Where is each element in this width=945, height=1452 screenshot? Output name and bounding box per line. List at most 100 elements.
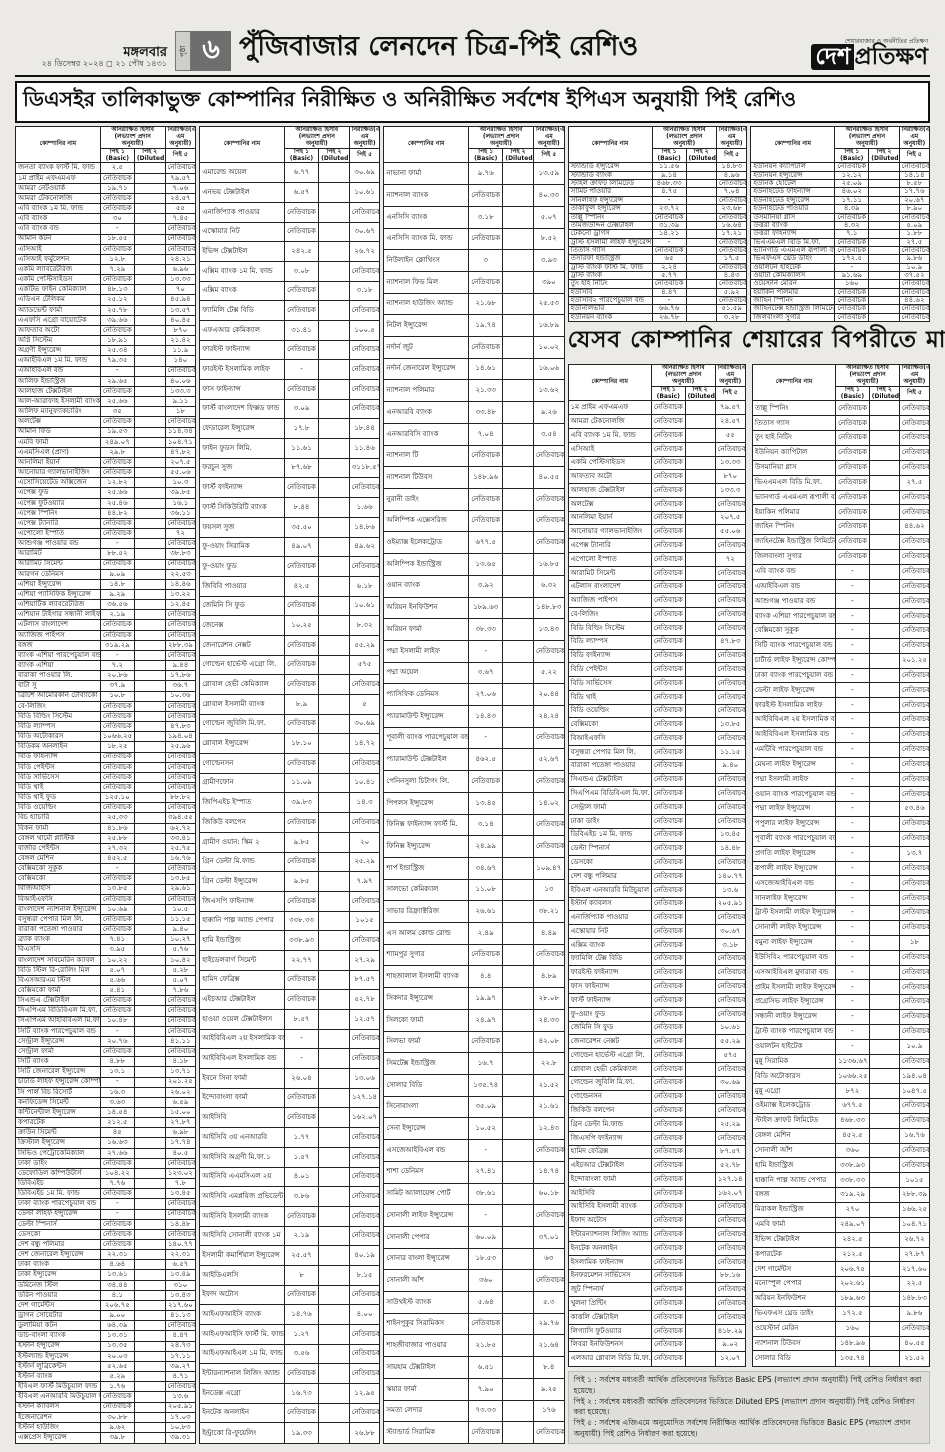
pe5-value-cell: নেতিবাচক <box>714 620 746 636</box>
table-row: সোনালী আঁশ ৩৬০ নেতিবাচক <box>751 1142 931 1159</box>
pe5-value-cell: ২১.৫২ <box>532 1073 565 1097</box>
pe2-value-cell <box>684 827 716 843</box>
pe2-value-cell <box>133 1381 166 1393</box>
table-row: ইউনিয়ন ক্যাপিটাল নেতিবাচক নেতিবাচক <box>750 162 931 172</box>
company-name-cell: পূবালী ব্যাংক পারপেচুয়াল বন্ড <box>751 830 837 847</box>
table-row: এশিয়া প্যাসিফিক ইন্স্যুরেন্স ৯.২৯ ১৩.২২ <box>15 589 197 601</box>
pe5-value-cell: ১৩.৪৫ <box>164 1188 197 1200</box>
company-name-cell: মনোস্পুল পেপার <box>751 1276 837 1293</box>
pe5-value-cell: ২৬.৭২ <box>348 241 381 262</box>
pe2-value-cell <box>133 1147 166 1159</box>
table-row: বেঙ্গল মেশিন ৪৫২.৫ ১৬.৭৬ <box>15 853 197 865</box>
pe5-value-cell: ৫৭৫ <box>714 1048 746 1063</box>
pe1-value-cell: ৭.০৪ <box>468 422 504 446</box>
company-name-cell: সেন্ট্রাল ফার্মা <box>567 800 652 815</box>
margin-loan-section-title: যেসব কোম্পানির শেয়ারের বিপরীতে মার্জিন … <box>567 327 945 353</box>
pe5-value-cell: ১৬.৬৪ <box>715 220 748 231</box>
pe5-value-cell: ১৬.০৬ <box>532 357 565 381</box>
company-name-cell: বঙ্গজ <box>751 1187 837 1204</box>
pe1-value-cell: নেতিবাচক <box>99 924 135 936</box>
company-name-cell: অলটেক্স <box>15 416 101 428</box>
company-name-cell: ফ্যামিলি টেক্স বিডি <box>567 951 652 967</box>
pe5-value-cell: ১৪৮.৮৩ <box>532 596 565 620</box>
pe2-value-cell <box>502 1377 534 1401</box>
company-name-cell: কনফিডেন্স সিমেন্ট <box>15 1096 101 1108</box>
pe5-value-cell: নেতিবাচক <box>714 662 746 678</box>
pe2-header: পিই ২ (Diluted) <box>685 147 717 164</box>
pe2-value-cell <box>318 438 350 459</box>
table-row: ডিবিএইচ ১ম মি. ফান্ড নেতিবাচক ১৩.৪৫ <box>15 1188 197 1200</box>
pe1-value-cell: নেতিবাচক <box>834 245 870 256</box>
company-name-cell: প্যারামাউন্ট ইন্স্যুরেন্স <box>383 705 470 728</box>
table-row: বিকন ফার্মা ৪১.৮৬ ৬২.৭২ <box>15 822 197 834</box>
pe2-value-cell <box>685 195 717 206</box>
company-name-cell: বিচ হ্যাচারি <box>15 812 101 824</box>
pe1-value-cell: ৫.৬৬ <box>99 974 135 987</box>
table-row: বিডি থাই নেতিবাচক নেতিবাচক <box>15 781 197 794</box>
company-name-cell: ইজেনারেশন <box>15 1411 101 1423</box>
pe5-value-cell: ৩.১৮ <box>714 937 746 953</box>
pe5-value-cell: ১৮ <box>164 406 197 418</box>
pe1-value-cell: ১৬০ <box>835 1320 870 1337</box>
pe2-value-cell <box>684 662 716 678</box>
company-name-cell: ইস্টার্ন ব্যাংক <box>15 1371 101 1383</box>
pe1-value-cell: ৯.৬২ <box>99 1421 135 1433</box>
pe2-value-cell <box>133 1259 166 1271</box>
pe5-value-cell: ১৭.৫ <box>715 254 748 264</box>
pe2-value-cell <box>133 1025 166 1037</box>
table-row: দেশ বন্ধু পলিমার নেতিবাচক ১৪০.৭৭ <box>567 869 746 884</box>
company-name-cell: বিডি ফাইন্যান্স <box>567 648 652 664</box>
pe2-value-cell <box>868 1009 900 1025</box>
table-row: সিএপিএম বিডিবিএল মি.ফা. নেতিবাচক নেতিবাচক <box>15 1005 197 1017</box>
pe2-value-cell <box>318 910 350 932</box>
company-name-cell: জিকিউ বলপেন <box>199 812 285 833</box>
company-name-cell: বিআইএফসি <box>567 731 652 746</box>
margin-loan-column-2: কোম্পানির নাম অনিরীক্ষিত হিসাব (লভ্যাংশ … <box>751 363 931 1367</box>
table-row: অলটেক্স নেতিবাচক নেতিবাচক <box>567 496 746 512</box>
pe5-value-cell: ১০.০২ <box>532 336 565 359</box>
pe5-value-cell: ৪.০০ <box>348 1304 381 1326</box>
pe5-value-cell: ৬.৫৭ <box>164 1259 197 1271</box>
company-name-cell: ক্রিস্টাল ইন্স্যুরেন্স <box>15 1137 101 1149</box>
company-name-cell: জাহিনটেক্স ইন্ডাস্ট্রিজ লিমিটেড <box>751 534 837 550</box>
pe2-value-cell <box>868 1127 900 1144</box>
pe2-value-cell <box>133 1086 166 1098</box>
pe2-value-cell <box>868 245 900 256</box>
table-row: এআইবিএল বন্ড - নেতিবাচক <box>751 578 931 595</box>
pe1-value-cell: নেতিবাচক <box>468 444 504 468</box>
pe1-value-cell: ১৩৫.৭৪ <box>835 1350 870 1367</box>
company-name-cell: এএফসি এগ্রো বায়োটেক <box>15 314 101 326</box>
table-row: হামিদ ফেব্রিক্স নেতিবাচক ৮৭.৫৭ <box>567 1144 746 1160</box>
pe5-value-cell: ১০.৩ <box>164 477 197 489</box>
table-row: ফ্যামিলি টেক্স বিডি নেতিবাচক নেতিবাচক <box>567 951 746 967</box>
pe2-value-cell <box>133 365 166 377</box>
pe2-value-cell <box>685 212 717 222</box>
pe2-value-cell <box>318 319 350 341</box>
company-name-cell: ইস্টল্যান্ড ইন্স্যুরেন্স <box>15 1350 101 1362</box>
table-row: আইএফআইএল ১ম মি. ফান্ড ৩.৫৬ নেতিবাচক <box>199 1343 381 1365</box>
table-row: এমটিবি পারপেচুয়াল বন্ড - নেতিবাচক <box>751 741 931 758</box>
pe2-value-cell <box>133 1096 166 1108</box>
table-row: জিকিউ বলপেন নেতিবাচক নেতিবাচক <box>199 812 381 833</box>
pe2-value-cell <box>133 497 166 509</box>
pe5-value-cell: ৬০.১৮ <box>532 1182 565 1206</box>
table-row: ইসলামিক ফাইন্যান্স নেতিবাচক নেতিবাচক <box>567 1254 746 1270</box>
company-name-cell: ইন্ট্রাকো রি-ফুয়েলিং <box>199 1422 285 1444</box>
pe1-value-cell: ৩৩৮.৩৩ <box>283 910 320 932</box>
pe2-value-cell <box>318 300 350 321</box>
footnote-pe2: পিই ২ : সর্বশেষ মধ্যবর্তী আর্থিক প্রতিবে… <box>573 1396 915 1417</box>
pe5-value-cell: ৩৯.৮৫ <box>164 487 197 499</box>
table-row: আইবিবিএল ২য় ইসলামিক বন্ড - নেতিবাচক <box>751 712 931 729</box>
pe5-value-cell: ৭০ <box>164 284 197 296</box>
pe5-value-cell: ৪৪.৬২ <box>898 295 931 306</box>
company-name-cell: মেঘনা লাইফ ইন্স্যুরেন্স <box>751 756 837 773</box>
pe1-value-cell: নেতিবাচক <box>99 995 135 1007</box>
pe1-value-cell: নেতিবাচক <box>99 893 135 905</box>
table-row: ডেল্টা স্পিনার্স নেতিবাচক ১৪.৪৮ <box>567 841 746 857</box>
pe2-value-cell <box>502 488 534 511</box>
pe1-value-cell: ৩.১৪ <box>468 813 504 837</box>
pe5-value-cell: নেতিবাচক <box>532 1139 565 1162</box>
pe1-value-cell: ১০.২৫ <box>283 615 320 636</box>
table-row: আরামিট ৮৮.৫২ ৩৮.৮৩ <box>15 548 197 560</box>
company-name-cell: এফএআর কেমিক্যাল <box>199 319 285 341</box>
